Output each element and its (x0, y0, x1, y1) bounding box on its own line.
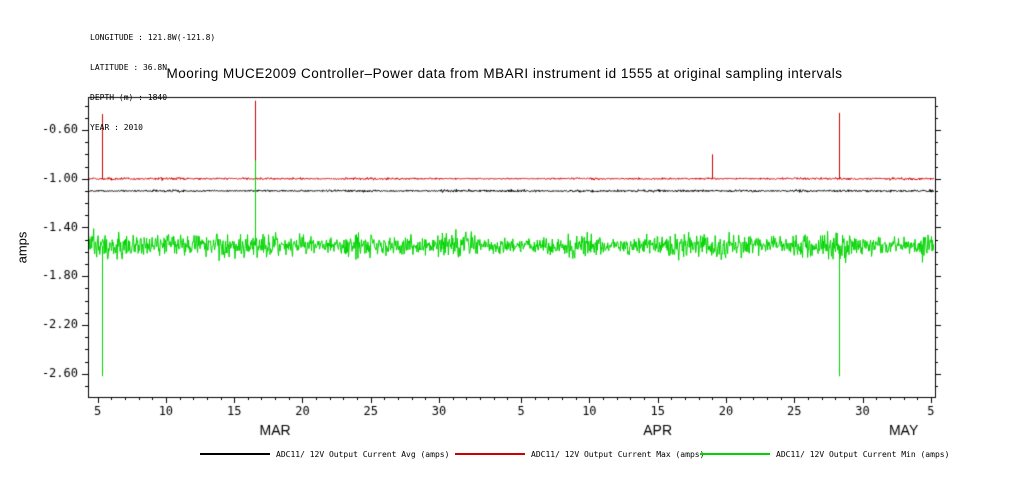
metadata-line-latitude: LATITUDE : 36.8N (90, 63, 168, 72)
legend-item-min: ADC11/ 12V Output Current Min (amps) (700, 448, 949, 460)
legend-label-min: ADC11/ 12V Output Current Min (amps) (776, 449, 950, 459)
metadata-line-longitude: LONGITUDE : 121.8W(-121.8) (90, 33, 216, 42)
metadata-line-depth: DEPTH (m) : 1840 (90, 93, 168, 102)
legend-label-max: ADC11/ 12V Output Current Max (amps) (531, 449, 705, 459)
legend-label-avg: ADC11/ 12V Output Current Avg (amps) (276, 449, 450, 459)
legend-item-avg: ADC11/ 12V Output Current Avg (amps) (200, 448, 449, 460)
legend-line-min-icon (700, 453, 770, 455)
legend-item-max: ADC11/ 12V Output Current Max (amps) (455, 448, 704, 460)
legend-line-max-icon (455, 453, 525, 455)
chart-title: Mooring MUCE2009 Controller–Power data f… (166, 66, 843, 81)
station-metadata: LONGITUDE : 121.8W(-121.8) LATITUDE : 36… (90, 13, 215, 153)
legend-line-avg-icon (200, 453, 270, 455)
y-axis-label: amps (14, 231, 30, 264)
metadata-line-year: YEAR : 2010 (90, 123, 143, 132)
